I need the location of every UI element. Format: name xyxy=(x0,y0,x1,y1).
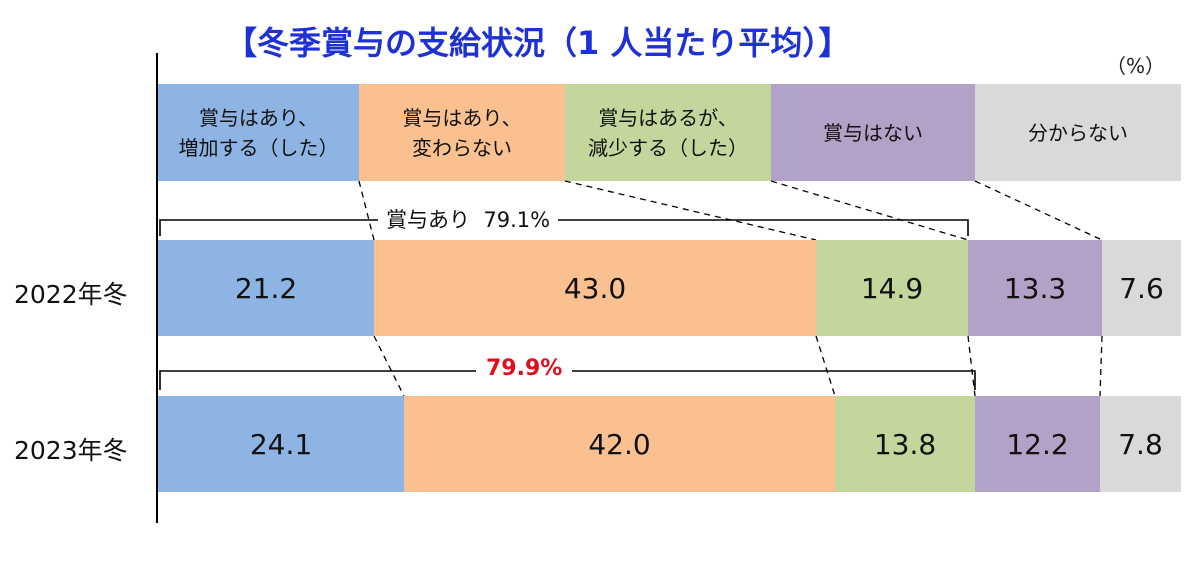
bar-2022-none: 13.3 xyxy=(968,240,1102,336)
chart-title: 【冬季賞与の支給状況（1 人当たり平均）】 xyxy=(225,24,851,62)
legend-decrease: 賞与はあるが、 減少する（した） xyxy=(565,84,771,181)
bracket-label-2022: 賞与あり 79.1% xyxy=(378,204,559,234)
bar-2022-increase: 21.2 xyxy=(158,240,374,336)
legend-unknown: 分からない xyxy=(975,84,1181,181)
legend-increase: 賞与はあり、 増加する（した） xyxy=(158,84,359,181)
bracket-text-2022: 賞与あり xyxy=(386,208,470,232)
row-label-2023: 2023年冬 xyxy=(14,436,128,465)
bar-2023-decrease: 13.8 xyxy=(835,396,975,492)
bracket-value-2022: 79.1% xyxy=(483,208,551,232)
legend-same: 賞与はあり、 変わらない xyxy=(359,84,565,181)
bar-2023-unknown: 7.8 xyxy=(1100,396,1181,492)
legend-decrease-line2: 減少する（した） xyxy=(588,135,748,160)
legend-same-line2: 変わらない xyxy=(411,135,512,160)
bar-2022-unknown: 7.6 xyxy=(1102,240,1181,336)
row-label-2022: 2022年冬 xyxy=(14,280,128,309)
legend-none: 賞与はない xyxy=(771,84,975,181)
bar-2022-same: 43.0 xyxy=(374,240,816,336)
bar-2022-decrease: 14.9 xyxy=(816,240,968,336)
legend-decrease-line1: 賞与はあるが、 xyxy=(598,105,738,130)
unit-label: （%） xyxy=(1106,54,1166,78)
category-axis-line xyxy=(156,53,158,523)
legend-unknown-line1: 分からない xyxy=(1028,120,1128,145)
legend-same-line1: 賞与はあり、 xyxy=(402,105,522,130)
legend-increase-line2: 増加する（した） xyxy=(178,135,339,160)
legend-none-line1: 賞与はない xyxy=(823,120,923,145)
bar-2023-increase: 24.1 xyxy=(158,396,404,492)
bracket-value-2023: 79.9% xyxy=(476,356,573,381)
bar-2023-same: 42.0 xyxy=(404,396,835,492)
bar-2023-none: 12.2 xyxy=(975,396,1100,492)
legend-increase-line1: 賞与はあり、 xyxy=(198,105,319,130)
